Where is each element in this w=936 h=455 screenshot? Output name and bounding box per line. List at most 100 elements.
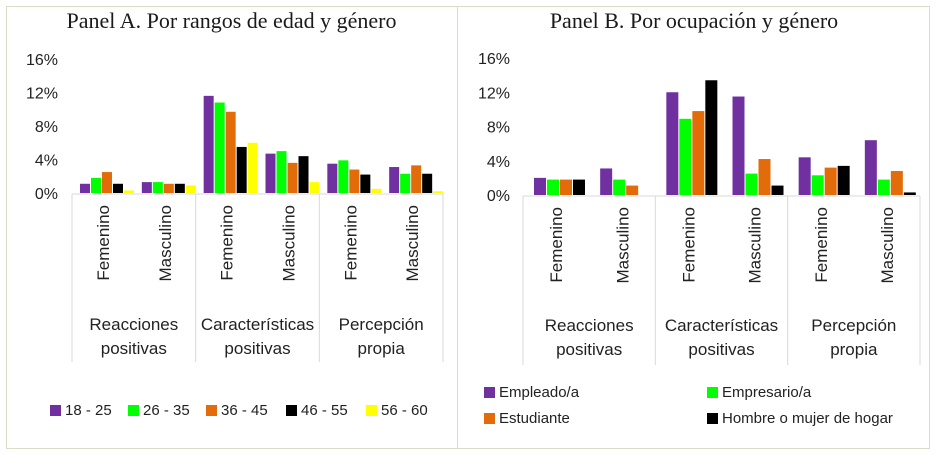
legend-swatch-icon [366,405,377,416]
bar-estudiante [626,185,639,195]
legend-label: Empresario/a [722,384,812,401]
panel-a-chart: 0% 4% 8% 12% 16% Femenino Masculino Femenino Mas… [26,52,444,362]
panel-b-chart: 0% 4% 8% 12% 16% Femenino Masculino Femenino Mas… [478,51,921,365]
bar-36-45 [287,162,298,193]
group-label: positivas [101,339,167,358]
bar-empleado-a [534,177,546,195]
panel-divider [457,6,458,449]
bar-46-55 [422,173,433,193]
legend-swatch-icon [286,405,297,416]
y-tick-label: 12% [478,85,510,102]
bar-empleado-a [732,96,745,195]
panel-a: Panel A. Por rangos de edad y género 0% 4… [6,0,457,455]
y-tick-label: 16% [26,52,58,69]
category-label: Masculino [156,205,175,282]
group-label: positivas [688,340,754,359]
legend-label: 26 - 35 [143,402,190,419]
category-label: Masculino [878,207,897,284]
legend-label: Hombre o mujer de hogar [722,410,893,427]
group-label: Reacciones [89,315,178,334]
legend-swatch-icon [484,387,495,398]
bar-36-45 [102,172,112,193]
bar-hombre-o-mujer-de-hogar [573,179,585,195]
legend-label: Estudiante [499,410,570,427]
bar-empresario-a [613,179,626,195]
y-tick-label: 0% [35,186,58,203]
legend-swatch-icon [707,387,718,398]
bar-hombre-o-mujer-de-hogar [837,165,850,195]
y-tick-label: 8% [35,119,58,136]
bar-56-60 [433,191,444,193]
bar-empresario-a [811,175,824,195]
legend-item: 46 - 55 [286,402,348,419]
bar-18-25 [203,95,214,193]
bar-empresario-a [679,118,692,195]
bar-56-60 [247,142,258,193]
bar-hombre-o-mujer-de-hogar [771,185,784,195]
y-tick-label: 0% [487,188,510,205]
bar-estudiante [890,171,903,195]
bar-estudiante [824,167,837,195]
bar-hombre-o-mujer-de-hogar [705,80,718,195]
bar-26-35 [338,160,349,193]
group-label: positivas [224,339,290,358]
category-label: Masculino [403,205,422,282]
bar-18-25 [327,163,338,193]
group-label: Percepción [339,315,424,334]
panel-b-title: Panel B. Por ocupación y género [549,8,839,33]
legend-item: Hombre o mujer de hogar [707,410,893,427]
group-label: Características [665,316,778,335]
bar-empresario-a [877,179,890,195]
bar-36-45 [349,169,360,193]
bar-46-55 [174,183,185,193]
legend-item: 56 - 60 [366,402,428,419]
bar-46-55 [298,156,309,193]
legend-item: Estudiante [484,410,570,427]
bar-18-25 [141,182,152,193]
group-label: propia [358,339,406,358]
figure-frame [6,6,930,449]
bar-estudiante [560,179,572,195]
y-tick-label: 16% [478,51,510,68]
bar-empresario-a [745,173,758,195]
bar-36-45 [411,165,422,193]
bar-56-60 [371,188,382,193]
y-tick-label: 4% [35,153,58,170]
bar-46-55 [360,174,371,193]
category-label: Femenino [679,207,698,283]
bar-46-55 [236,146,247,193]
legend-swatch-icon [484,413,495,424]
category-label: Masculino [746,207,765,284]
legend-item: 36 - 45 [206,402,268,419]
bar-estudiante [758,159,771,195]
legend-label: 56 - 60 [381,402,428,419]
bar-18-25 [265,153,276,193]
panel-a-title: Panel A. Por rangos de edad y género [66,8,397,33]
bar-36-45 [163,183,174,193]
y-tick-label: 8% [487,120,510,137]
y-tick-label: 4% [487,154,510,171]
category-label: Femenino [94,205,113,281]
bar-18-25 [389,167,400,193]
group-label: positivas [556,340,622,359]
bar-26-35 [91,177,101,193]
group-label: Reacciones [545,316,634,335]
group-label: Características [201,315,314,334]
legend-swatch-icon [707,413,718,424]
bar-empleado-a [864,140,877,195]
bar-56-60 [185,185,196,193]
bar-56-60 [124,190,134,193]
bar-empleado-a [798,157,811,195]
legend-label: 46 - 55 [301,402,348,419]
category-label: Masculino [279,205,298,282]
bar-hombre-o-mujer-de-hogar [903,192,916,195]
legend-item: Empresario/a [707,384,811,401]
legend-label: Empleado/a [499,384,580,401]
panel-b: Panel B. Por ocupación y género 0% 4% 8% 12… [458,0,930,455]
legend-label: 36 - 45 [221,402,268,419]
legend-swatch-icon [50,405,61,416]
bar-estudiante [692,111,705,195]
legend-label: 18 - 25 [65,402,112,419]
category-label: Femenino [812,207,831,283]
category-label: Masculino [613,207,632,284]
